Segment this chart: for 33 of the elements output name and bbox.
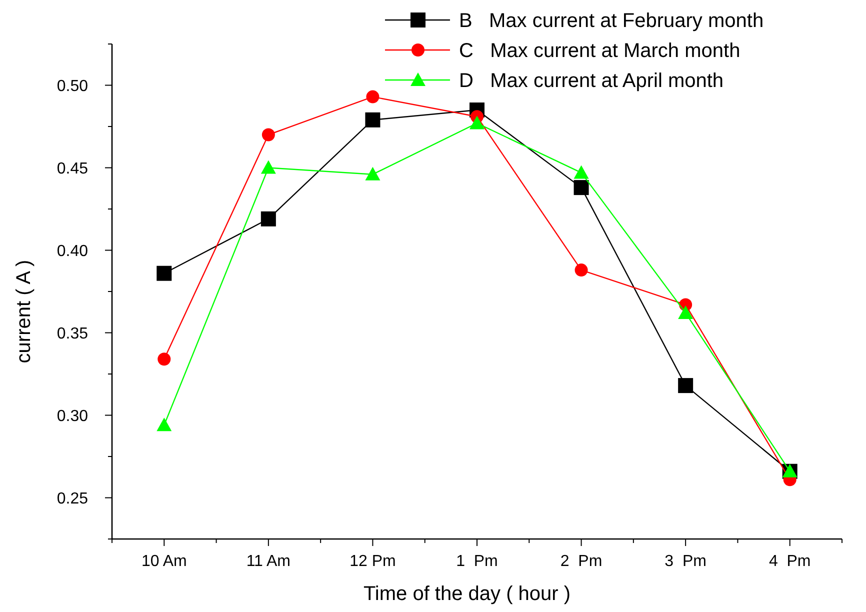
point — [574, 165, 589, 179]
y-axis-title: current ( A ) — [13, 260, 35, 364]
x-tick-label: 4 Pm — [768, 553, 811, 570]
point — [470, 116, 484, 130]
point — [156, 266, 172, 281]
y-tick-label: 0.45 — [56, 160, 88, 178]
x-tick-label: 11 Am — [246, 553, 291, 570]
x-axis-title: Time of the day ( hour ) — [363, 583, 571, 605]
x-tick-label: 10 Am — [141, 553, 187, 570]
y-tick-label: 0.25 — [56, 490, 88, 508]
legend-label: D Max current at April month — [459, 70, 724, 92]
y-tick-label: 0.40 — [56, 242, 88, 260]
point — [260, 160, 276, 174]
y-tick-label: 0.50 — [56, 78, 88, 95]
x-tick-label: 3 Pm — [664, 553, 706, 570]
y-tick-label: 0.35 — [56, 325, 88, 342]
point — [158, 352, 171, 366]
y-tick-label: 0.30 — [56, 408, 88, 425]
x-tick-label: 1 Pm — [456, 553, 498, 570]
point — [156, 418, 172, 432]
point — [366, 90, 380, 104]
point — [678, 305, 694, 319]
point — [260, 211, 276, 226]
x-tick-label: 2 Pm — [560, 553, 602, 570]
point — [574, 264, 588, 277]
point — [365, 112, 380, 128]
legend-label: B Max current at February month — [459, 10, 764, 32]
legend-label: C Max current at March month — [459, 40, 740, 62]
x-tick-label: 12 Pm — [350, 553, 396, 570]
point — [678, 378, 694, 394]
point — [262, 128, 275, 142]
point — [574, 180, 589, 196]
point — [365, 166, 380, 180]
